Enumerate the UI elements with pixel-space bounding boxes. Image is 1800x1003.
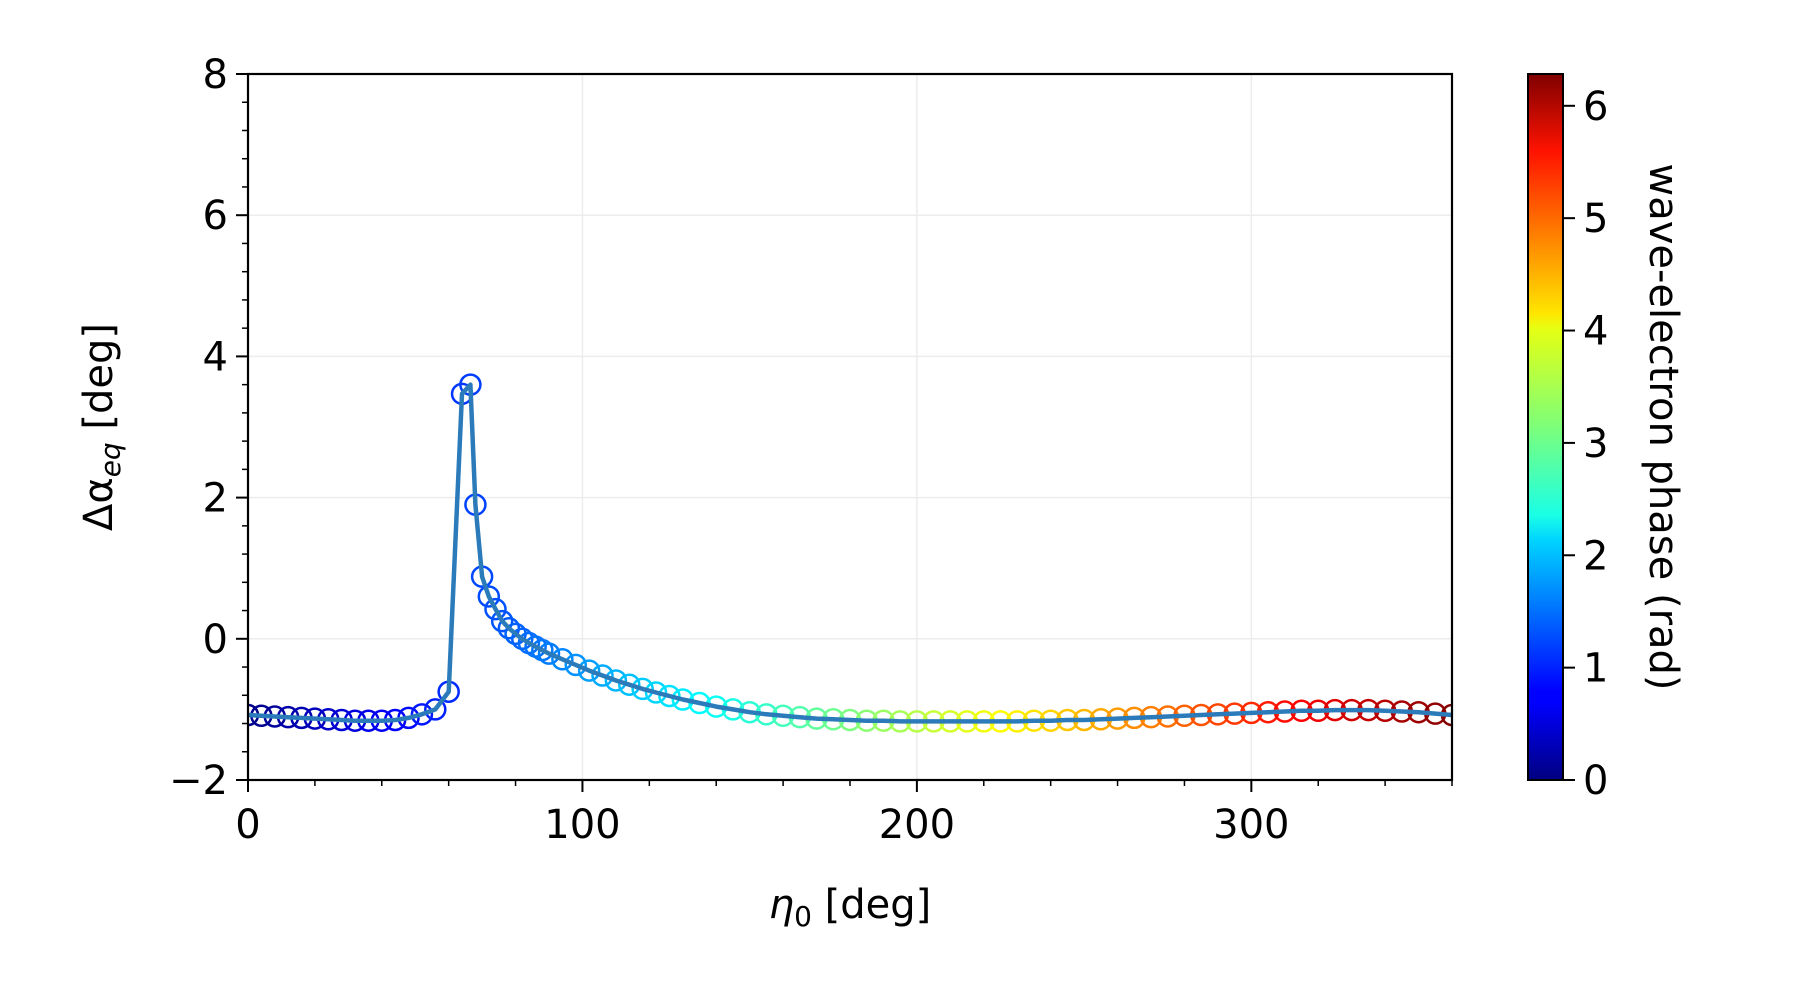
colorbar-tick-label: 4 — [1583, 309, 1608, 355]
grid — [247, 73, 1452, 781]
colorbar-ticks: 0 1 2 3 4 5 6 — [1563, 84, 1608, 804]
data-point — [577, 659, 601, 682]
data-point — [490, 609, 514, 633]
data-point — [551, 648, 574, 671]
data-markers — [248, 373, 1452, 733]
y-tick-label: 4 — [203, 334, 228, 380]
data-point — [604, 669, 628, 692]
series-line — [248, 382, 1452, 724]
data-point — [537, 642, 561, 665]
colorbar-tick-label: 2 — [1583, 533, 1608, 579]
y-tick-label: 0 — [203, 617, 228, 663]
data-point — [644, 681, 668, 704]
data-point — [618, 673, 641, 696]
colorbar-label: wave-electron phase (rad) — [1640, 163, 1686, 690]
data-point — [591, 664, 614, 687]
data-point — [658, 684, 681, 708]
y-tick-label: 2 — [203, 476, 228, 522]
plot-frame — [246, 72, 1454, 782]
svg-text:η0 [deg]: η0 [deg] — [769, 882, 932, 933]
y-axis-label-subscript: eq — [94, 442, 127, 477]
y-axis-label-unit: [deg] — [76, 323, 122, 442]
y-axis-label: Δαeq [deg] — [76, 323, 127, 531]
data-point — [564, 653, 588, 677]
y-tick-label: 8 — [203, 52, 228, 98]
colorbar-tick-label: 5 — [1583, 196, 1608, 242]
x-tick-label: 100 — [544, 802, 620, 848]
data-point — [410, 703, 434, 726]
colorbar-tick-label: 6 — [1583, 84, 1608, 130]
colorbar — [1527, 73, 1564, 781]
y-axis-label-symbol: Δα — [76, 477, 122, 531]
x-axis-label-symbol: η — [769, 882, 794, 928]
colorbar-label-text: wave-electron phase (rad) — [1640, 163, 1686, 690]
data-point — [484, 597, 507, 621]
colorbar-tick-label: 3 — [1583, 421, 1608, 467]
data-point — [631, 677, 654, 701]
colorbar-tick-label: 0 — [1583, 758, 1608, 804]
x-tick-label: 0 — [235, 802, 260, 848]
x-axis-label-unit: [deg] — [812, 882, 931, 928]
svg-text:Δαeq [deg]: Δαeq [deg] — [76, 323, 127, 531]
y-tick-label: 6 — [203, 193, 228, 239]
data-point — [477, 585, 501, 608]
y-tick-label: −2 — [169, 758, 228, 804]
x-axis-label: η0 [deg] — [769, 882, 932, 933]
colorbar-tick-label: 1 — [1583, 646, 1608, 692]
x-tick-label: 300 — [1213, 802, 1289, 848]
x-tick-label: 200 — [879, 802, 955, 848]
data-point — [424, 698, 447, 721]
x-axis-label-subscript: 0 — [794, 900, 812, 933]
